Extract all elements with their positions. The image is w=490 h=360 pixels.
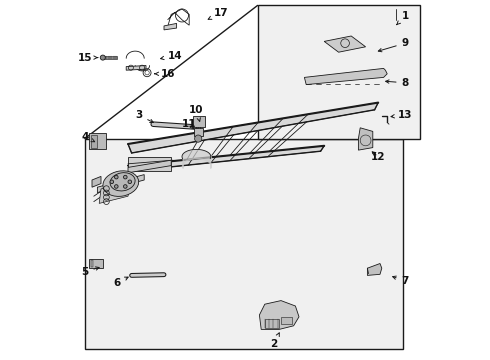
Bar [128, 157, 171, 171]
Bar [258, 5, 419, 139]
Text: 13: 13 [391, 110, 413, 120]
Circle shape [128, 180, 132, 184]
Polygon shape [126, 66, 146, 70]
Text: 2: 2 [270, 333, 279, 349]
Polygon shape [368, 264, 382, 275]
Circle shape [123, 185, 127, 188]
Bar [281, 317, 292, 324]
Circle shape [110, 180, 114, 184]
Text: 11: 11 [182, 119, 196, 129]
Polygon shape [128, 160, 171, 173]
Ellipse shape [103, 171, 139, 197]
Polygon shape [304, 68, 387, 85]
Polygon shape [164, 23, 176, 30]
Circle shape [115, 175, 118, 179]
Text: 16: 16 [155, 69, 175, 79]
Bar [91, 135, 97, 148]
Circle shape [100, 55, 105, 60]
Text: 10: 10 [189, 105, 204, 121]
Polygon shape [98, 175, 144, 193]
Text: 6: 6 [114, 277, 128, 288]
Text: 7: 7 [392, 276, 409, 286]
Bar [193, 116, 205, 127]
Bar [85, 139, 403, 349]
Bar [90, 133, 106, 149]
Bar [101, 56, 117, 59]
Text: 15: 15 [77, 53, 98, 63]
Text: 8: 8 [386, 78, 409, 88]
Circle shape [115, 185, 118, 188]
Bar [265, 319, 279, 328]
Ellipse shape [110, 173, 135, 191]
Polygon shape [92, 176, 101, 187]
Polygon shape [128, 103, 378, 153]
Polygon shape [128, 146, 324, 171]
Polygon shape [358, 128, 373, 150]
Text: 3: 3 [135, 110, 153, 122]
Text: 14: 14 [161, 51, 182, 61]
Circle shape [123, 175, 127, 179]
Text: 5: 5 [81, 267, 99, 277]
Polygon shape [259, 301, 299, 329]
Text: 4: 4 [81, 132, 95, 142]
Text: 1: 1 [397, 11, 409, 25]
Text: 17: 17 [208, 8, 229, 19]
Bar [194, 128, 203, 136]
Text: 9: 9 [378, 38, 409, 52]
Bar [91, 260, 94, 267]
Polygon shape [324, 36, 366, 52]
Circle shape [195, 135, 202, 142]
Text: 12: 12 [371, 152, 386, 162]
Polygon shape [99, 180, 132, 203]
Bar [90, 259, 103, 268]
